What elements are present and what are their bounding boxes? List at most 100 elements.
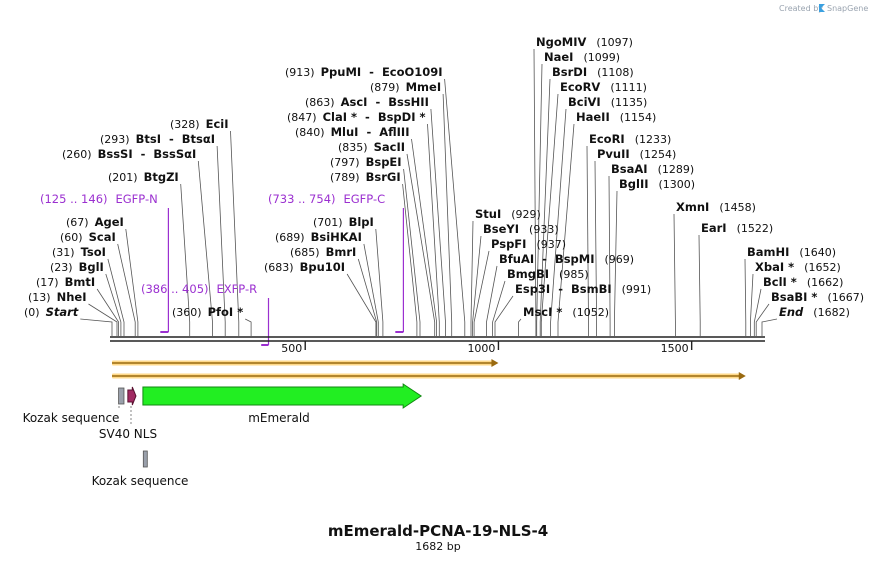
site-pfoi[interactable]: (360) PfoI *	[172, 305, 243, 319]
site-stui[interactable]: StuI (929)	[475, 207, 541, 221]
site-bfuai-bspmi[interactable]: BfuAI - BspMI (969)	[499, 252, 634, 266]
site-position: (201)	[108, 171, 138, 184]
site-mmei[interactable]: (879) MmeI	[370, 80, 441, 94]
site-name: PspFI	[491, 237, 526, 251]
site-name: BciVI	[568, 95, 601, 109]
primer-range: (386 .. 405)	[141, 282, 209, 296]
site-position: (1522)	[737, 222, 774, 235]
site-name: ScaI	[89, 230, 116, 244]
site-ecii[interactable]: (328) EciI	[170, 117, 229, 131]
orf-2[interactable]	[112, 372, 746, 380]
feature-sv40-nls-2[interactable]: SV40 NLS	[99, 386, 157, 441]
site-name: SacII	[374, 140, 405, 154]
site-bsrdi[interactable]: BsrDI (1108)	[552, 65, 634, 79]
site-ngomiv[interactable]: NgoMIV (1097)	[536, 35, 633, 49]
feature-kozak-sequence-4[interactable]: Kozak sequence	[92, 450, 189, 488]
site-bamhi[interactable]: BamHI (1640)	[747, 245, 836, 259]
site-tsoi[interactable]: (31) TsoI	[52, 245, 106, 259]
site-line-nhei	[88, 303, 118, 336]
site-name: Esp3I - BsmBI	[515, 282, 612, 296]
site-bgli[interactable]: (23) BglI	[50, 260, 104, 274]
site-bseyi[interactable]: BseYI (933)	[483, 222, 559, 236]
snapgene-credit: Created by SnapGene	[779, 4, 868, 13]
site-ecorv[interactable]: EcoRV (1111)	[560, 80, 647, 94]
site-name: EcoRI	[589, 132, 625, 146]
site-btsi-bts-i[interactable]: (293) BtsI - BtsαI	[100, 132, 215, 146]
tick-label-1500: 1500	[661, 342, 689, 355]
site-line-bspei	[403, 168, 421, 336]
site-sacii[interactable]: (835) SacII	[338, 140, 405, 154]
site-position: (260)	[62, 148, 92, 161]
site-bsrgi[interactable]: (789) BsrGI	[330, 170, 401, 184]
feature-kozak-sequence-1[interactable]: Kozak sequence	[23, 387, 125, 425]
site-line-ecori	[586, 145, 589, 336]
primer-egfp-c[interactable]: (733 .. 754) EGFP-C	[268, 192, 404, 333]
site-bmri[interactable]: (685) BmrI	[290, 245, 356, 259]
site-start[interactable]: (0) Start	[24, 305, 79, 319]
site-name: BfuAI - BspMI	[499, 252, 595, 266]
feature-label: SV40 NLS	[99, 427, 157, 441]
site-position: (969)	[605, 253, 635, 266]
site-clai-bspdi[interactable]: (847) ClaI * - BspDI *	[287, 110, 426, 124]
site-mlui-afliii[interactable]: (840) MluI - AflIII	[295, 125, 410, 139]
site-position: (1233)	[635, 133, 672, 146]
orf-1[interactable]	[112, 359, 499, 367]
site-bcli[interactable]: BclI * (1662)	[763, 275, 843, 289]
site-name: BamHI	[747, 245, 789, 259]
feature-shape	[142, 383, 423, 409]
feature-memerald-3[interactable]: mEmerald	[142, 383, 423, 425]
site-line-ecii	[230, 130, 240, 336]
site-bmgbi[interactable]: BmgBI (985)	[507, 267, 589, 281]
primer-egfp-n[interactable]: (125 .. 146) EGFP-N	[40, 192, 169, 333]
site-position: (1154)	[620, 111, 657, 124]
site-name: NgoMIV	[536, 35, 586, 49]
site-msci[interactable]: MscI * (1052)	[523, 305, 609, 319]
site-end[interactable]: End (1682)	[779, 305, 850, 319]
site-ecori[interactable]: EcoRI (1233)	[589, 132, 671, 146]
site-line-bsssi-bsss-i	[197, 160, 213, 336]
site-line-asci-bsshii	[430, 108, 446, 336]
site-naei[interactable]: NaeI (1099)	[544, 50, 620, 64]
site-position: (937)	[536, 238, 566, 251]
site-blpi[interactable]: (701) BlpI	[313, 215, 374, 229]
site-btgzi[interactable]: (201) BtgZI	[108, 170, 179, 184]
site-name: BssSI - BssSαI	[98, 147, 197, 161]
site-bpu10i[interactable]: (683) Bpu10I	[264, 260, 345, 274]
site-ppumi-ecoo109i[interactable]: (913) PpuMI - EcoO109I	[285, 65, 443, 79]
site-haeii[interactable]: HaeII (1154)	[576, 110, 656, 124]
primer-name: EXFP-R	[217, 282, 258, 296]
site-position: (879)	[370, 81, 400, 94]
site-esp3i-bsmbi[interactable]: Esp3I - BsmBI (991)	[515, 282, 651, 296]
site-bcivi[interactable]: BciVI (1135)	[568, 95, 647, 109]
plasmid-length: 1682 bp	[415, 540, 460, 553]
site-line-esp3i-bsmbi	[494, 295, 514, 336]
site-xmni[interactable]: XmnI (1458)	[676, 200, 756, 214]
site-scai[interactable]: (60) ScaI	[60, 230, 116, 244]
site-eari[interactable]: EarI (1522)	[701, 221, 773, 235]
primer-exfp-r[interactable]: (386 .. 405) EXFP-R	[141, 282, 270, 346]
primer-range: (125 .. 146)	[40, 192, 108, 206]
site-asci-bsshii[interactable]: (863) AscI - BssHII	[305, 95, 429, 109]
site-pspfi[interactable]: PspFI (937)	[491, 237, 566, 251]
site-agei[interactable]: (67) AgeI	[66, 215, 124, 229]
site-name: Bpu10I	[300, 260, 345, 274]
site-name: BlpI	[349, 215, 374, 229]
features: Kozak sequence SV40 NLS mEmerald Kozak sequ…	[23, 383, 423, 488]
site-bsssi-bsss-i[interactable]: (260) BssSI - BssSαI	[62, 147, 196, 161]
tick-label-500: 500	[281, 342, 302, 355]
site-position: (1652)	[804, 261, 841, 274]
site-line-blpi	[375, 228, 384, 336]
site-bsihkai[interactable]: (689) BsiHKAI	[275, 230, 362, 244]
site-xbai[interactable]: XbaI * (1652)	[755, 260, 841, 274]
site-nhei[interactable]: (13) NheI	[28, 290, 86, 304]
site-bsabi[interactable]: BsaBI * (1667)	[771, 290, 864, 304]
site-bglii[interactable]: BglII (1300)	[619, 177, 695, 191]
site-line-eari	[698, 234, 701, 336]
site-bsaai[interactable]: BsaAI (1289)	[611, 162, 694, 176]
site-name: BsaBI *	[771, 290, 817, 304]
site-pvuii[interactable]: PvuII (1254)	[597, 147, 676, 161]
site-bspei[interactable]: (797) BspEI	[330, 155, 402, 169]
site-line-mmei	[442, 93, 453, 336]
site-bmti[interactable]: (17) BmtI	[36, 275, 95, 289]
primer-name: EGFP-C	[344, 192, 386, 206]
